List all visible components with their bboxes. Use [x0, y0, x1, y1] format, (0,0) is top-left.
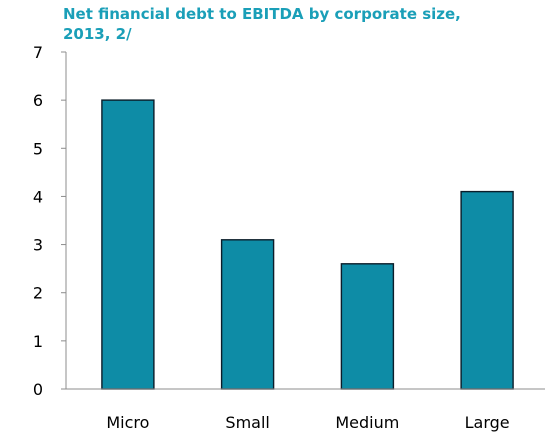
y-tick-label: 0	[33, 380, 43, 399]
y-tick-label: 3	[33, 236, 43, 255]
y-tick-label: 6	[33, 91, 43, 110]
y-tick-label: 2	[33, 284, 43, 303]
chart-title-line-1: Net financial debt to EBITDA by corporat…	[63, 5, 461, 23]
y-tick-label: 1	[33, 332, 43, 351]
y-tick-label: 5	[33, 139, 43, 158]
bars-group	[101, 99, 514, 390]
chart-title: Net financial debt to EBITDA by corporat…	[63, 4, 523, 44]
bar-medium	[340, 263, 395, 390]
x-axis-labels: Micro Small Medium Large	[106, 413, 509, 432]
x-tick-label-small: Small	[225, 413, 269, 432]
x-tick-label-micro: Micro	[106, 413, 149, 432]
y-tick-label: 4	[33, 187, 43, 206]
y-tick-label: 7	[33, 43, 43, 62]
axes-group	[65, 52, 545, 390]
x-tick-label-large: Large	[465, 413, 510, 432]
x-tick-label-medium: Medium	[335, 413, 399, 432]
chart-title-line-2: 2013, 2/	[63, 25, 132, 43]
y-axis-ticks: 0 1 2 3 4 5 6 7	[33, 43, 66, 399]
bar-large	[460, 190, 514, 390]
bar-small	[220, 239, 275, 390]
bar-micro	[101, 99, 155, 390]
